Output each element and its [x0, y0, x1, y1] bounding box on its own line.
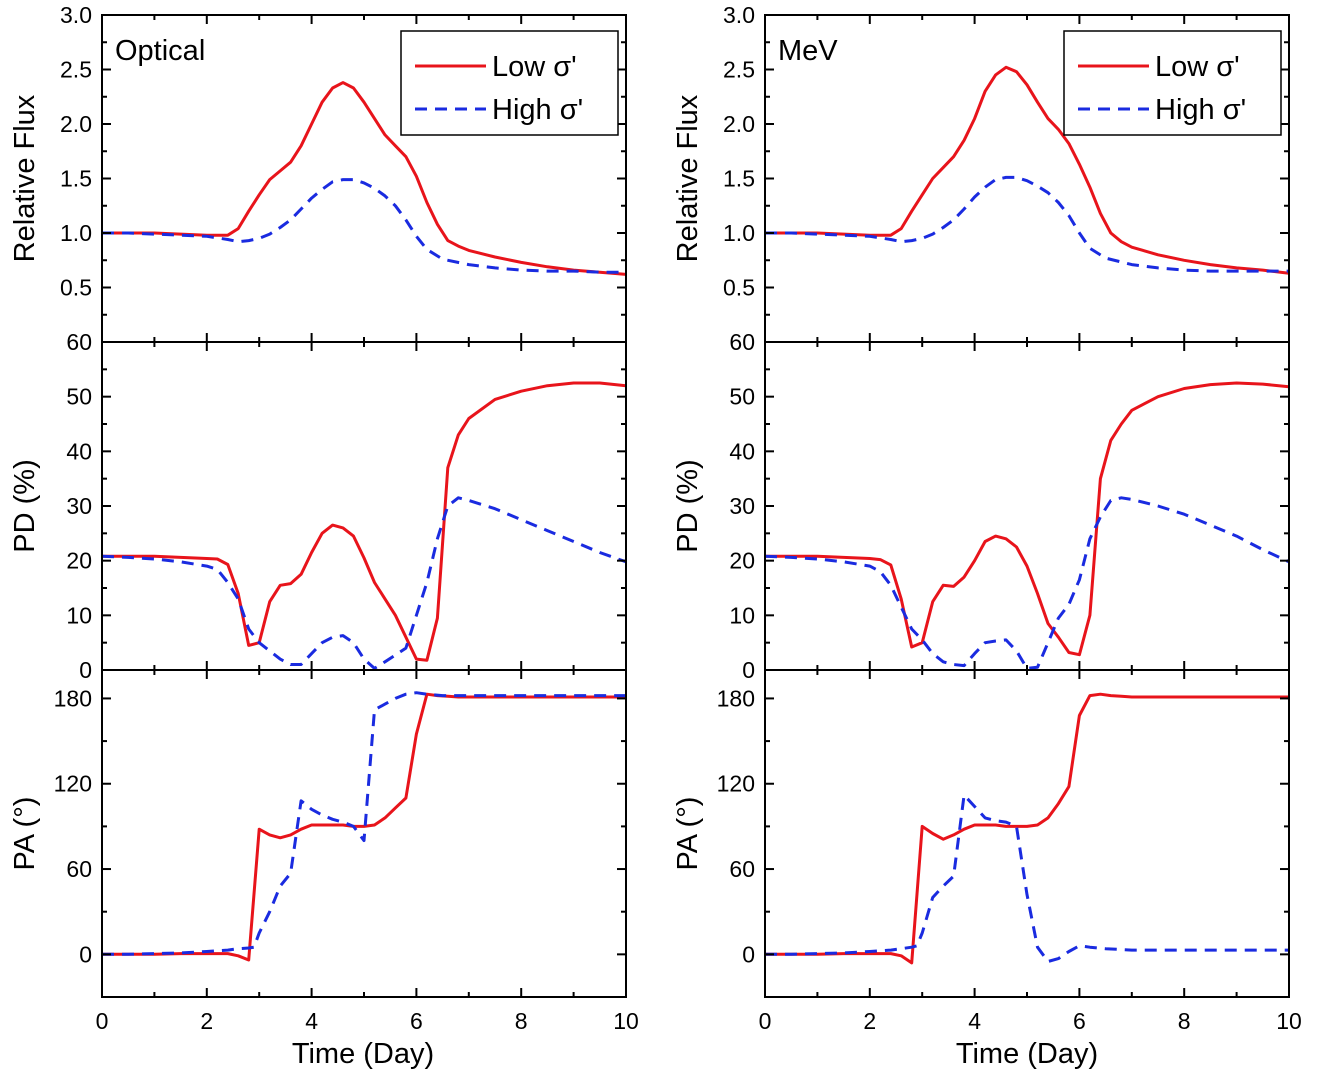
- legend-box: [400, 30, 619, 136]
- y-tick-label: 20: [729, 548, 755, 574]
- series-line-low-sigma: [102, 81, 626, 276]
- y-axis-title: PA (°): [672, 797, 704, 871]
- y-axis-title: Relative Flux: [672, 94, 704, 262]
- x-tick-label: 2: [863, 1008, 876, 1034]
- y-tick-label: 2.5: [60, 57, 92, 83]
- x-tick-label: 6: [1073, 1008, 1086, 1034]
- y-tick-label: 120: [717, 771, 755, 797]
- legend-label-high-sigma: High σ': [1155, 94, 1246, 126]
- x-tick-label: 8: [1178, 1008, 1191, 1034]
- panel-label: MeV: [778, 35, 838, 67]
- series-line-low-sigma: [765, 65, 1289, 275]
- panel-mev-pa: 0 2 4 6 8 10 0 60 120 180 PA (°): [672, 669, 1302, 1034]
- series-line-low-sigma: [102, 381, 626, 662]
- x-tick-label: 4: [305, 1008, 318, 1034]
- y-tick-label: 3.0: [60, 2, 92, 28]
- series-line-high-sigma: [102, 178, 626, 274]
- y-tick-label: 0.5: [60, 275, 92, 301]
- y-tick-label: 50: [66, 384, 92, 410]
- y-tick-label: 50: [729, 384, 755, 410]
- x-axis-title-left: Time (Day): [292, 1038, 434, 1070]
- x-tick-label: 0: [96, 1008, 109, 1034]
- legend: Low σ' High σ': [400, 30, 619, 136]
- y-tick-label: 0: [79, 941, 92, 967]
- x-axis-title-right: Time (Day): [956, 1038, 1098, 1070]
- y-tick-label: 1.5: [723, 166, 755, 192]
- y-axis-title: PD (%): [9, 459, 41, 552]
- panel-mev-pd: 0 10 20 30 40 50 60 PD (%): [672, 329, 1290, 683]
- series-line-low-sigma: [102, 692, 626, 962]
- y-tick-label: 0.5: [723, 275, 755, 301]
- y-tick-label: 0: [742, 657, 755, 683]
- panel-optical-pd: 0 10 20 30 40 50 60 PD (%): [9, 329, 627, 683]
- plots-layer: 0.5 1.0 1.5 2.0 2.5 3.0 Relative Flux Optical Lo…: [9, 2, 1302, 1034]
- x-tick-label: 0: [759, 1008, 772, 1034]
- series-line-low-sigma: [765, 692, 1289, 965]
- x-tick-label: 8: [515, 1008, 528, 1034]
- series-line-high-sigma: [765, 793, 1289, 963]
- series-line-low-sigma: [765, 381, 1289, 657]
- y-axis-title: Relative Flux: [9, 94, 41, 262]
- y-tick-label: 1.0: [60, 220, 92, 246]
- y-tick-label: 40: [729, 438, 755, 464]
- y-tick-label: 1.0: [723, 220, 755, 246]
- legend-label-low-sigma: Low σ': [492, 51, 577, 83]
- panel-optical-flux: 0.5 1.0 1.5 2.0 2.5 3.0 Relative Flux Optical Lo…: [9, 2, 627, 343]
- y-tick-label: 180: [54, 685, 92, 711]
- y-tick-label: 30: [66, 493, 92, 519]
- y-tick-label: 20: [66, 548, 92, 574]
- x-tick-label: 10: [613, 1008, 639, 1034]
- x-tick-label: 10: [1276, 1008, 1302, 1034]
- y-tick-label: 60: [729, 329, 755, 355]
- y-tick-label: 10: [66, 602, 92, 628]
- series-line-high-sigma: [102, 496, 626, 670]
- legend-label-high-sigma: High σ': [492, 94, 583, 126]
- series-line-high-sigma: [102, 691, 626, 956]
- y-tick-label: 0: [79, 657, 92, 683]
- panel-frame: [764, 341, 1290, 671]
- y-tick-label: 40: [66, 438, 92, 464]
- panel-frame: [101, 669, 627, 998]
- x-tick-label: 4: [968, 1008, 981, 1034]
- panel-frame: [764, 669, 1290, 998]
- y-tick-label: 30: [729, 493, 755, 519]
- y-axis-title: PD (%): [672, 459, 704, 552]
- y-tick-label: 120: [54, 771, 92, 797]
- legend: Low σ' High σ': [1063, 30, 1282, 136]
- y-tick-label: 60: [729, 856, 755, 882]
- panel-optical-pa: 0 2 4 6 8 10 0 60 120 180 PA (°): [9, 669, 639, 1034]
- panel-mev-flux: 0.5 1.0 1.5 2.0 2.5 3.0 Relative Flux MeV Low σ'…: [672, 2, 1290, 343]
- panel-label: Optical: [115, 35, 205, 67]
- y-axis-title: PA (°): [9, 797, 41, 871]
- y-tick-label: 2.5: [723, 57, 755, 83]
- x-tick-label: 6: [410, 1008, 423, 1034]
- legend-box: [1063, 30, 1282, 136]
- y-tick-label: 60: [66, 856, 92, 882]
- legend-label-low-sigma: Low σ': [1155, 51, 1240, 83]
- y-tick-label: 2.0: [723, 111, 755, 137]
- y-tick-label: 10: [729, 602, 755, 628]
- y-tick-label: 3.0: [723, 2, 755, 28]
- y-tick-label: 180: [717, 685, 755, 711]
- y-tick-label: 60: [66, 329, 92, 355]
- y-tick-label: 2.0: [60, 111, 92, 137]
- panel-frame: [101, 341, 627, 671]
- y-tick-label: 1.5: [60, 166, 92, 192]
- series-line-high-sigma: [765, 175, 1289, 273]
- x-tick-label: 2: [200, 1008, 213, 1034]
- y-tick-label: 0: [742, 941, 755, 967]
- series-line-high-sigma: [765, 496, 1289, 670]
